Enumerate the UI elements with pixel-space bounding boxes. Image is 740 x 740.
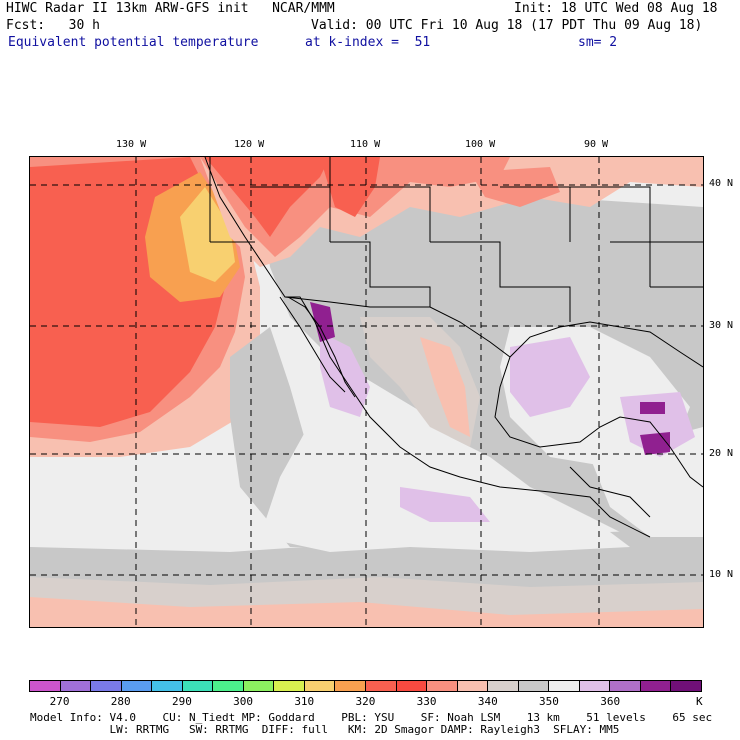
lat-label-10n: 10 N	[709, 569, 734, 580]
colorbar-swatch	[640, 681, 672, 691]
colorbar-swatch	[579, 681, 611, 691]
colorbar-swatch	[304, 681, 336, 691]
lat-label-40n: 40 N	[709, 178, 734, 189]
colorbar-swatch	[671, 681, 702, 691]
colorbar-tick-label: 360	[600, 695, 621, 708]
colorbar-swatch	[152, 681, 183, 691]
colorbar-swatch	[488, 681, 519, 691]
level-index: at k-index = 51	[305, 35, 431, 50]
colorbar-swatch	[427, 681, 458, 691]
central-america-borders	[569, 466, 651, 518]
colorbar-swatch	[182, 681, 214, 691]
colorbar-swatch	[335, 681, 367, 691]
colorbar-swatch	[366, 681, 397, 691]
mexico-sierra-peach	[420, 337, 470, 437]
gulf-of-california-lavender	[320, 332, 370, 417]
lon-label-110w: 110 W	[350, 139, 381, 150]
valid-time: Valid: 00 UTC Fri 10 Aug 18 (17 PDT Thu …	[311, 18, 703, 33]
colorbar-swatch	[274, 681, 305, 691]
yucatan-purple-spot	[640, 432, 670, 455]
eastern-pacific-pale	[260, 387, 630, 552]
colorbar-tick-label: 280	[110, 695, 131, 708]
west-coast-red	[205, 157, 330, 237]
colorbar-swatch	[213, 681, 244, 691]
colorbar-swatch	[610, 681, 641, 691]
field-name: Equivalent potential temperature	[8, 35, 259, 50]
gulf-coast-west-south	[494, 356, 703, 488]
lat-label-20n: 20 N	[709, 448, 734, 459]
init-time: Init: 18 UTC Wed 08 Aug 18	[514, 1, 718, 16]
map-panel	[29, 156, 704, 628]
pacific-lavender-patch	[400, 487, 490, 522]
lon-label-90w: 90 W	[584, 139, 609, 150]
colorbar-tick-label: K	[696, 695, 703, 708]
colorbar-tick-label: 270	[49, 695, 70, 708]
lon-label-120w: 120 W	[234, 139, 265, 150]
colorbar-swatch	[518, 681, 550, 691]
colorbar	[29, 680, 702, 692]
colorbar-swatch	[396, 681, 428, 691]
colorbar-tick-label: 290	[171, 695, 192, 708]
political-boundaries	[204, 157, 703, 538]
colorbar-swatch	[60, 681, 92, 691]
rockies-red	[320, 157, 380, 217]
colorbar-swatch	[243, 681, 275, 691]
baja-purple-spot	[310, 302, 335, 342]
colorbar-tick-label: 350	[539, 695, 559, 708]
pacific-coastline	[204, 157, 651, 538]
theta-e-map	[30, 157, 703, 627]
colorbar-swatch	[121, 681, 153, 691]
colorbar-tick-label: 300	[233, 695, 253, 708]
baja-east-coast	[287, 296, 356, 398]
model-info-line2: LW: RRTMG SW: RRTMG DIFF: full KM: 2D Sm…	[30, 723, 620, 736]
colorbar-swatch	[30, 681, 61, 691]
colorbar-tick-label: 330	[416, 695, 437, 708]
forecast-hour: Fcst: 30 h	[6, 18, 100, 33]
lon-label-130w: 130 W	[116, 139, 147, 150]
colorbar-tick-label: 320	[355, 695, 376, 708]
colorbar-swatch	[549, 681, 580, 691]
colorbar-tick-label: 310	[294, 695, 315, 708]
colorbar-swatch	[91, 681, 122, 691]
lat-label-30n: 30 N	[709, 320, 734, 331]
caribbean-lavender-patch	[620, 392, 695, 457]
gulf-coast-north	[509, 321, 703, 368]
colorbar-swatch	[457, 681, 489, 691]
title-left: HIWC Radar II 13km ARW-GFS init NCAR/MMM	[6, 1, 335, 16]
cuba-purple-spot	[640, 402, 665, 414]
us-state-lines	[209, 157, 703, 322]
pacific-yellow-core	[180, 187, 235, 282]
gulf-lavender-patch	[510, 337, 590, 417]
baja-west-coast	[279, 296, 346, 393]
lat-lon-grid	[30, 157, 703, 627]
colorbar-tick-label: 340	[477, 695, 498, 708]
model-info-line1: Model Info: V4.0 CU: N_Tiedt MP: Goddard…	[30, 711, 713, 724]
lon-label-100w: 100 W	[465, 139, 496, 150]
smoothing: sm= 2	[578, 35, 618, 50]
